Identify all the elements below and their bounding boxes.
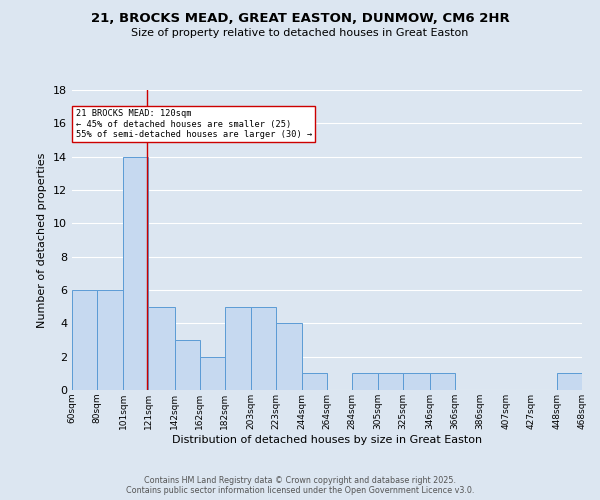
Bar [276,324,302,390]
Bar [199,356,224,390]
Bar [148,306,175,390]
Bar [72,290,97,390]
Bar [175,340,199,390]
Y-axis label: Number of detached properties: Number of detached properties [37,152,47,328]
Bar [251,306,276,390]
Text: Size of property relative to detached houses in Great Easton: Size of property relative to detached ho… [131,28,469,38]
Bar [430,374,455,390]
Bar [352,374,378,390]
Bar [403,374,430,390]
Bar [97,290,123,390]
Text: 21 BROCKS MEAD: 120sqm
← 45% of detached houses are smaller (25)
55% of semi-det: 21 BROCKS MEAD: 120sqm ← 45% of detached… [76,109,312,139]
Bar [378,374,403,390]
X-axis label: Distribution of detached houses by size in Great Easton: Distribution of detached houses by size … [172,434,482,444]
Bar [302,374,327,390]
Bar [557,374,582,390]
Bar [123,156,148,390]
Text: 21, BROCKS MEAD, GREAT EASTON, DUNMOW, CM6 2HR: 21, BROCKS MEAD, GREAT EASTON, DUNMOW, C… [91,12,509,26]
Bar [224,306,251,390]
Text: Contains HM Land Registry data © Crown copyright and database right 2025.
Contai: Contains HM Land Registry data © Crown c… [126,476,474,495]
